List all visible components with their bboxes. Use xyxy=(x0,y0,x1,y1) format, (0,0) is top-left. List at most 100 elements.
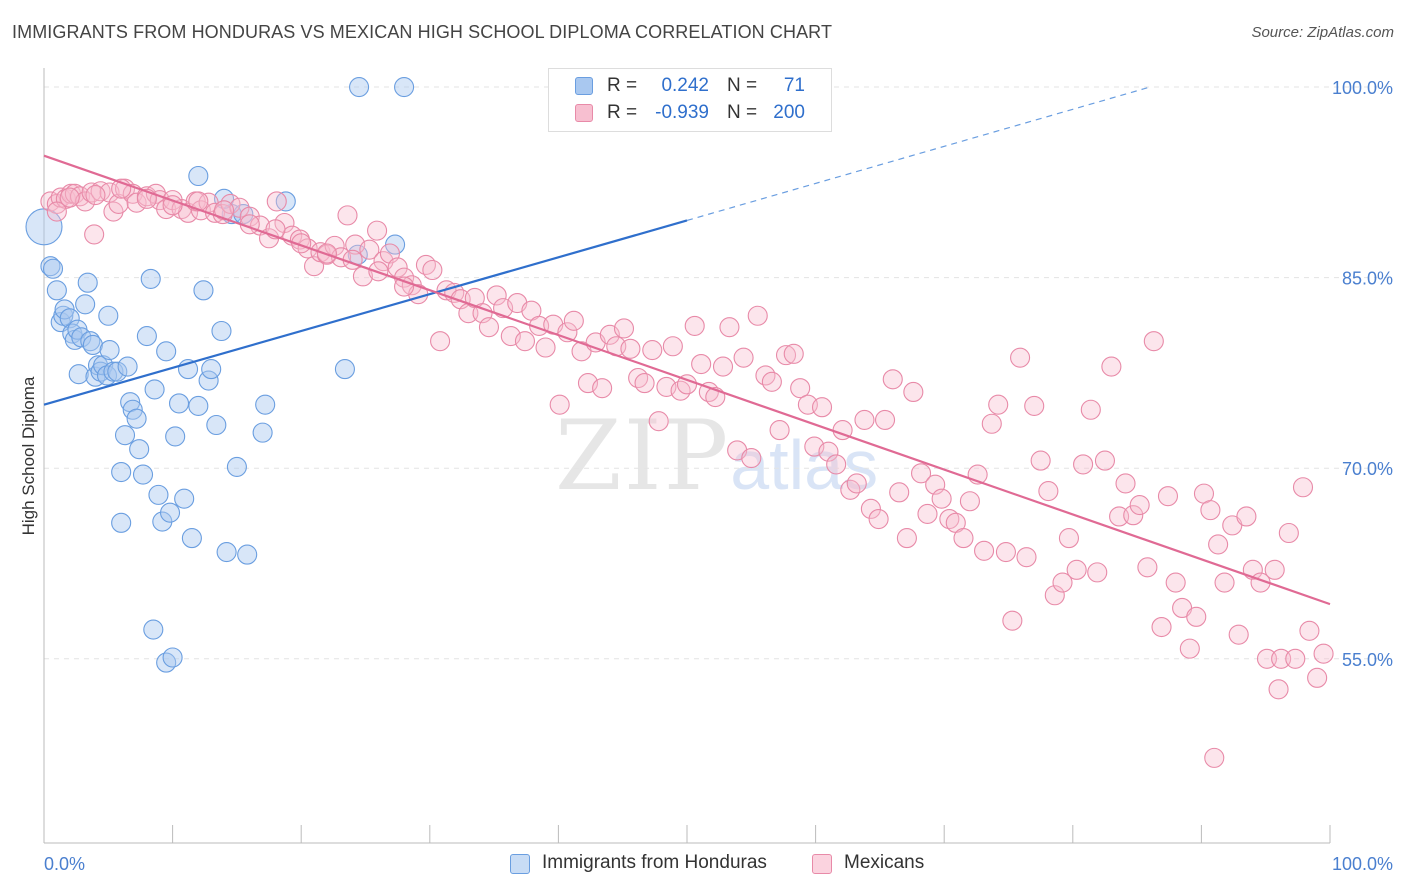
mexicans-point xyxy=(882,369,903,390)
mexicans-point xyxy=(741,447,762,469)
mexicans-point xyxy=(981,413,1002,434)
mexicans-point xyxy=(860,498,881,519)
mexicans-point xyxy=(1016,547,1037,568)
mexicans-point xyxy=(84,224,105,245)
mexicans-point xyxy=(648,411,669,432)
mexicans-point xyxy=(1179,638,1200,659)
mexicans-point xyxy=(959,491,980,512)
mexicans-point xyxy=(684,315,705,336)
mexicans-point xyxy=(1200,500,1221,521)
mexicans-point xyxy=(59,187,80,208)
honduras-point xyxy=(226,456,247,477)
mexicans-point xyxy=(874,409,896,430)
mexicans-point xyxy=(613,318,635,339)
mexicans-point xyxy=(769,420,790,441)
honduras-point xyxy=(77,272,98,293)
mexicans-point xyxy=(620,338,641,359)
mexicans-point xyxy=(514,331,536,352)
honduras-point xyxy=(132,464,154,485)
honduras-point xyxy=(98,305,119,326)
mexicans-point xyxy=(1264,559,1285,580)
honduras-point xyxy=(206,414,227,436)
mexicans-point xyxy=(266,191,287,212)
mexicans-point xyxy=(939,508,960,530)
legend-row-mexicans: R = -0.939 N = 200 xyxy=(549,100,831,128)
mexicans-point xyxy=(324,235,345,256)
mexicans-point xyxy=(367,220,388,241)
mexicans-point xyxy=(903,381,924,403)
honduras-point xyxy=(46,280,67,301)
honduras-point xyxy=(40,256,61,277)
honduras-point xyxy=(162,647,183,668)
y-axis-title: High School Diploma xyxy=(19,376,38,535)
mexicans-point xyxy=(162,195,183,216)
mexicans-point xyxy=(775,345,797,366)
mexicans-point xyxy=(826,454,847,475)
correlation-legend: R = 0.242 N = 71 R = -0.939 N = 200 xyxy=(548,68,832,132)
mexicans-point xyxy=(1038,481,1059,502)
mexicans-point xyxy=(359,239,380,260)
honduras-point xyxy=(75,294,96,315)
mexicans-point xyxy=(747,305,768,326)
mexicans-point xyxy=(188,191,209,212)
mexicans-point xyxy=(1094,450,1115,471)
x-tick-label: 0.0% xyxy=(44,854,85,874)
mexicans-point xyxy=(733,347,754,368)
mexicans-point xyxy=(1129,494,1150,516)
mexicans-point xyxy=(85,184,106,206)
mexicans-point xyxy=(974,540,995,561)
y-tick-label: 55.0% xyxy=(1342,650,1393,670)
mexicans-point xyxy=(478,317,500,338)
mexicans-point xyxy=(422,259,443,281)
mexicans-point xyxy=(846,473,867,494)
mexicans-point xyxy=(486,285,507,306)
honduras-point xyxy=(140,268,161,289)
legend-n-label: N = xyxy=(727,102,758,123)
honduras-point xyxy=(159,502,181,523)
mexicans-point xyxy=(1204,747,1225,768)
mexicans-point xyxy=(1236,506,1257,527)
mexicans-point xyxy=(1002,610,1023,631)
mexicans-point xyxy=(1292,477,1314,498)
honduras-point xyxy=(165,426,186,447)
chart-title: IMMIGRANTS FROM HONDURAS VS MEXICAN HIGH… xyxy=(12,22,833,42)
honduras-point xyxy=(59,308,80,329)
honduras-point xyxy=(68,364,89,385)
mexicans-point xyxy=(854,409,875,430)
legend-row-honduras: R = 0.242 N = 71 xyxy=(549,73,831,101)
mexicans-point xyxy=(818,441,839,462)
mexicans-point xyxy=(911,463,932,484)
mexicans-point xyxy=(1313,643,1334,664)
y-tick-label: 100.0% xyxy=(1332,78,1393,98)
mexicans-point xyxy=(1087,562,1108,583)
honduras-point xyxy=(216,542,237,563)
mexicans-point xyxy=(1052,572,1073,593)
mexicans-point xyxy=(549,394,570,415)
y-tick-label: 70.0% xyxy=(1342,459,1393,479)
honduras-point xyxy=(148,484,169,505)
mexicans-point xyxy=(1228,624,1249,645)
mexicans-point xyxy=(712,356,734,377)
mexicans-point xyxy=(1066,559,1087,580)
mexicans-point xyxy=(1165,572,1186,593)
mexicans-point xyxy=(1186,606,1207,627)
mexicans-point xyxy=(953,528,974,549)
honduras-point xyxy=(181,528,202,549)
mexicans-point xyxy=(46,201,67,222)
mexicans-point xyxy=(642,339,663,361)
honduras-point xyxy=(111,512,132,533)
legend-n-label: N = xyxy=(727,75,758,96)
mexicans-point xyxy=(1137,557,1158,578)
y-tick-label: 85.0% xyxy=(1342,269,1393,289)
bottom-legend-label-mexicans: Mexicans xyxy=(844,852,925,873)
mexicans-point xyxy=(563,310,584,331)
honduras-point xyxy=(211,320,232,342)
mexicans-point xyxy=(1285,648,1306,669)
honduras-point xyxy=(193,280,214,301)
mexicans-point xyxy=(988,394,1009,415)
legend-r-value: -0.939 xyxy=(655,102,709,123)
mexicans-point xyxy=(868,508,889,530)
honduras-point xyxy=(349,77,370,98)
watermark-zip: ZIP xyxy=(555,400,731,512)
honduras-point xyxy=(168,393,190,414)
